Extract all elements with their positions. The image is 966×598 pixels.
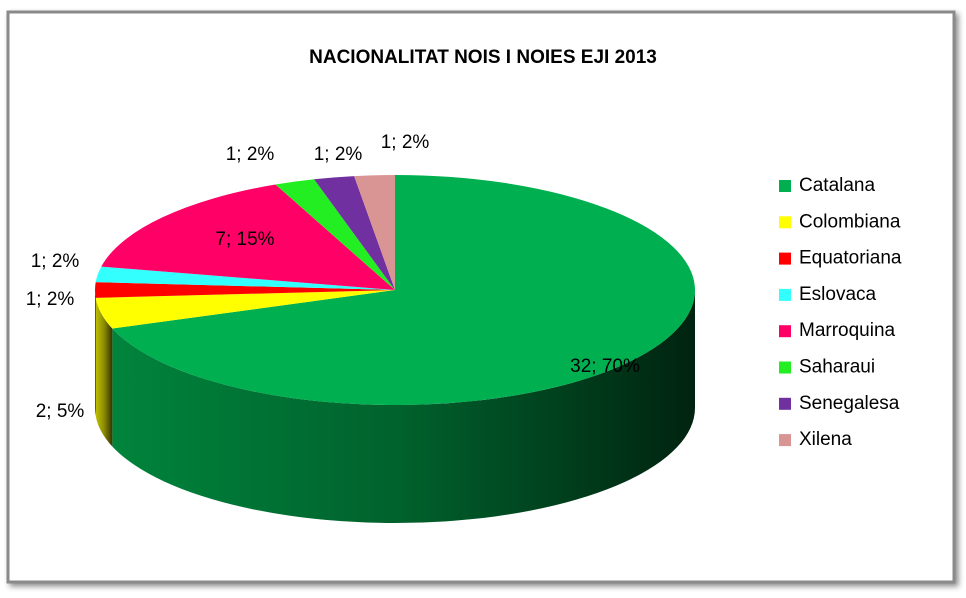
pie (95, 175, 696, 524)
legend-swatch (779, 434, 791, 447)
slice (95, 290, 395, 329)
legend-label: Marroquina (799, 320, 896, 341)
legend-swatch (779, 361, 791, 374)
legend-swatch (779, 216, 791, 229)
legend-label: Equatoriana (799, 248, 902, 269)
data-label: 1; 2% (381, 132, 430, 153)
slice (101, 184, 395, 290)
data-label: 32; 70% (570, 356, 640, 377)
legend: Catalana Colombiana Equatoriana Eslovaca Mar… (779, 175, 902, 450)
slice-side (95, 290, 96, 416)
slice (112, 175, 696, 405)
legend-swatch (779, 397, 791, 410)
legend-label: Xilena (799, 429, 852, 450)
data-label: 1; 2% (26, 289, 75, 310)
legend-swatch (779, 180, 791, 192)
legend-swatch (779, 325, 791, 338)
legend-label: Colombiana (799, 211, 901, 232)
legend-swatch (779, 288, 791, 301)
data-label: 2; 5% (36, 401, 85, 422)
slice (95, 282, 396, 298)
slice-side (95, 297, 113, 447)
slice (354, 175, 395, 290)
labels: 32; 70% 2; 5% 1; 2% 1; 2% 7; 15% 1; 2% 1; 2% 1;… (26, 132, 640, 422)
data-label: 1; 2% (31, 251, 80, 272)
slice-side (112, 290, 696, 524)
chart-title: NACIONALITAT NOIS I NOIES EJI 2013 (309, 47, 657, 68)
legend-label: Catalana (799, 175, 875, 196)
slice (95, 266, 395, 290)
data-label: 7; 15% (215, 229, 274, 250)
legend-label: Saharaui (799, 357, 875, 378)
legend-label: Eslovaca (799, 284, 877, 305)
data-label: 1; 2% (314, 144, 363, 165)
legend-swatch (779, 252, 791, 265)
legend-label: Senegalesa (799, 393, 900, 414)
slice (275, 179, 395, 290)
slice (314, 176, 395, 290)
data-label: 1; 2% (226, 144, 275, 165)
